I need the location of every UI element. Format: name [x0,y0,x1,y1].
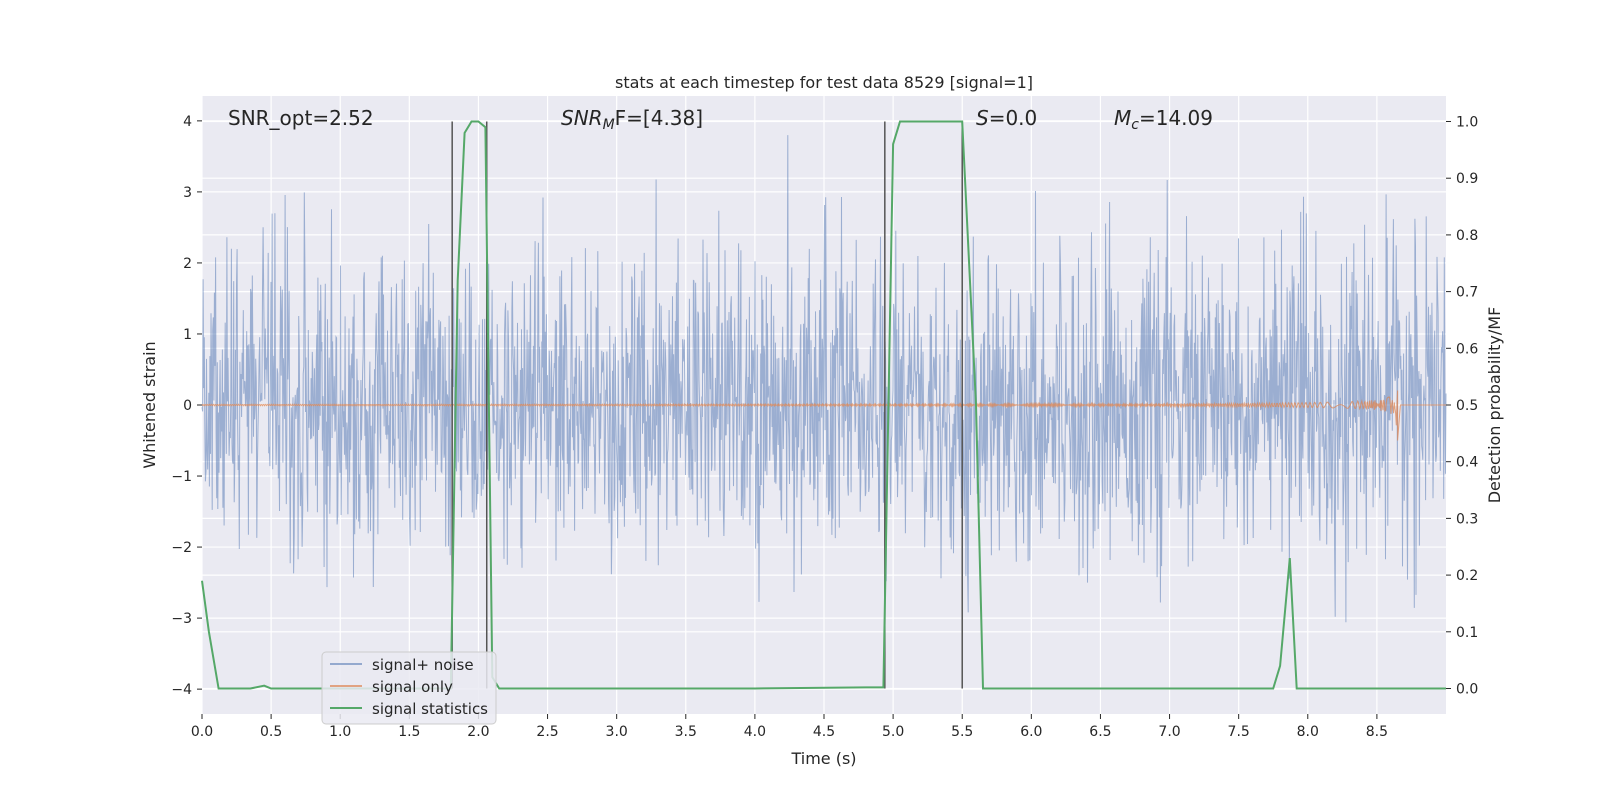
x-tick-label: 7.0 [1158,724,1180,740]
legend-box [321,651,497,725]
series-signal-statistics-line [201,120,1446,690]
annotation-snr-mf-sub: M [603,117,615,133]
legend-label-signal-noise: signal+ noise [372,656,474,674]
annotation-snr-opt: SNR_opt=2.52 [228,106,374,130]
legend-label-signal-only: signal only [372,678,453,696]
annotation-mc-main: M [1114,106,1131,130]
y-right-tick-label: 0.4 [1456,455,1478,471]
y-right-tick-label: 0.8 [1456,228,1478,244]
x-tick-label: 8.5 [1366,724,1388,740]
y-right-tick-label: 0.6 [1456,341,1478,357]
series-signal-noise-line [201,135,1447,623]
y-right-tick-label: 0.5 [1456,398,1478,414]
annotation-s: S=0.0 [976,106,1037,130]
annotation-mc: Mc=14.09 [1114,106,1213,133]
x-axis-label: Time (s) [790,749,856,768]
y-right-tick-label: 0.9 [1456,171,1478,187]
y-right-axis-label: Detection probability/MF [1485,307,1504,504]
y-tick-label: −3 [171,611,192,627]
annotation-snr-mf-tail: F=[4.38] [615,106,703,130]
x-tick-label: 4.5 [813,724,835,740]
annotation-snr-mf-main: SNR [561,106,603,130]
chart-title: stats at each timestep for test data 852… [615,73,1033,92]
x-tick-label: 8.0 [1297,724,1319,740]
x-tick-label: 3.0 [606,724,628,740]
x-tick-label: 6.5 [1089,724,1111,740]
legend: signal+ noise signal only signal statist… [321,651,497,725]
series-signal-only-line [201,390,1446,441]
x-tick-label: 5.0 [882,724,904,740]
x-tick-label: 1.0 [329,724,351,740]
annotation-snr-mf: SNRMF=[4.38] [561,106,703,133]
annotation-mc-sub: c [1131,117,1139,133]
annotation-s-tail: =0.0 [989,106,1038,130]
y-tick-label: 0 [183,398,192,414]
x-tick-label: 2.0 [467,724,489,740]
y-tick-label: −4 [171,682,192,698]
y-tick-label: 3 [183,185,192,201]
y-tick-label: −1 [171,469,192,485]
annotation-mc-tail: =14.09 [1139,106,1213,130]
x-tick-label: 4.0 [744,724,766,740]
y-right-tick-label: 0.7 [1456,285,1478,301]
x-tick-label: 0.0 [191,724,213,740]
x-tick-label: 6.0 [1020,724,1042,740]
x-tick-label: 1.5 [398,724,420,740]
y-tick-label: 1 [183,327,192,343]
data-layer [201,120,1447,690]
annotation-s-main: S [976,106,989,130]
y-right-tick-label: 0.2 [1456,568,1478,584]
x-tick-label: 7.5 [1228,724,1250,740]
y-right-tick-label: 0.3 [1456,511,1478,527]
y-tick-label: −2 [171,540,192,556]
axes-layer: 4 3 2 1 0 −1 −2 −3 −4 1.0 0.9 0.8 0.7 0.6 0.5 0.4 0.3 0.2… [171,114,1478,740]
x-tick-label: 0.5 [260,724,282,740]
x-tick-label: 2.5 [536,724,558,740]
legend-label-signal-statistics: signal statistics [372,700,488,718]
y-tick-label: 4 [183,114,192,130]
y-axis-label: Whitened strain [140,341,159,468]
y-right-tick-label: 1.0 [1456,115,1478,131]
y-tick-label: 2 [183,256,192,272]
x-tick-label: 3.5 [675,724,697,740]
y-right-tick-label: 0.0 [1456,681,1478,697]
x-tick-label: 5.5 [951,724,973,740]
y-right-tick-label: 0.1 [1456,625,1478,641]
